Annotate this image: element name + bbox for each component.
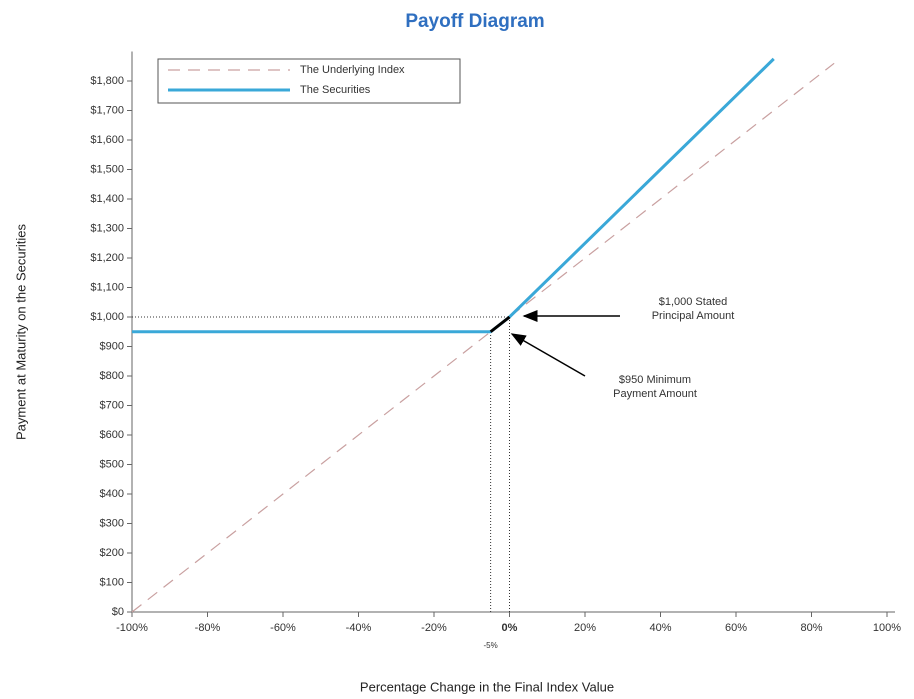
- y-tick-label: $300: [100, 517, 124, 529]
- x-tick-label: 0%: [502, 622, 518, 634]
- y-tick-label: $1,400: [90, 193, 124, 205]
- y-tick-label: $800: [100, 370, 124, 382]
- y-tick-label: $200: [100, 547, 124, 559]
- x-tick-label: -20%: [421, 622, 447, 634]
- annotation-text: $1,000 Stated: [659, 296, 728, 308]
- series-line: [131, 62, 835, 613]
- annotation-text: Payment Amount: [613, 388, 697, 400]
- y-tick-label: $1,200: [90, 252, 124, 264]
- y-tick-label: $1,100: [90, 281, 124, 293]
- x-tick-label: -80%: [195, 622, 221, 634]
- x-tick-label: -40%: [346, 622, 372, 634]
- y-tick-label: $1,300: [90, 222, 124, 234]
- y-tick-label: $1,700: [90, 104, 124, 116]
- legend-label: The Underlying Index: [300, 64, 405, 76]
- annotation-text: $950 Minimum: [619, 374, 691, 386]
- y-axis-label: Payment at Maturity on the Securities: [13, 223, 28, 440]
- y-tick-label: $700: [100, 399, 124, 411]
- connector-line: [489, 315, 511, 333]
- y-tick-label: $600: [100, 429, 124, 441]
- legend-label: The Securities: [300, 84, 371, 96]
- x-tick-label: -5%: [484, 641, 498, 650]
- y-tick-label: $1,500: [90, 163, 124, 175]
- x-tick-label: 80%: [800, 622, 822, 634]
- legend-box: [157, 58, 461, 104]
- x-tick-label: -60%: [270, 622, 296, 634]
- annotation-text: Principal Amount: [652, 310, 735, 322]
- x-tick-label: 100%: [873, 622, 901, 634]
- y-tick-label: $1,000: [90, 311, 124, 323]
- chart-title: Payoff Diagram: [405, 11, 544, 32]
- y-tick-label: $100: [100, 576, 124, 588]
- x-axis-label: Percentage Change in the Final Index Val…: [360, 679, 614, 694]
- y-tick-label: $1,600: [90, 134, 124, 146]
- x-tick-label: 40%: [649, 622, 671, 634]
- x-tick-label: 20%: [574, 622, 596, 634]
- y-tick-label: $900: [100, 340, 124, 352]
- annotation-arrow: [510, 333, 586, 377]
- y-tick-label: $0: [112, 606, 124, 618]
- y-tick-label: $400: [100, 488, 124, 500]
- x-tick-label: 60%: [725, 622, 747, 634]
- y-tick-label: $1,800: [90, 75, 124, 87]
- y-tick-label: $500: [100, 458, 124, 470]
- x-tick-label: -100%: [116, 622, 148, 634]
